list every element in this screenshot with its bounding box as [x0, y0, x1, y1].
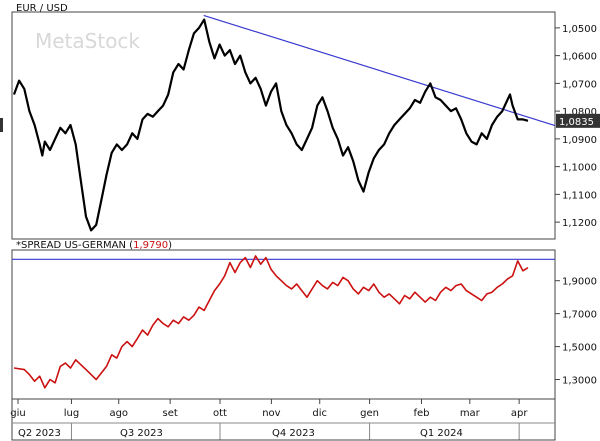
top-ytick-label: 1,1200 [562, 218, 597, 229]
eurusd-trendline [203, 14, 556, 127]
month-label: ago [109, 408, 128, 419]
x-axis-frame [11, 398, 556, 441]
watermark-text: MetaStock [35, 29, 140, 53]
month-label: dic [312, 408, 327, 419]
quarter-label: Q1 2024 [420, 428, 463, 439]
month-label: gen [360, 408, 379, 419]
top-ytick-label: 1,0600 [562, 52, 597, 63]
bottom-panel-frame [11, 249, 556, 400]
bottom-ytick-label: 1,5000 [562, 343, 597, 354]
top-panel-title: EUR / USD [16, 3, 68, 14]
month-label: feb [413, 408, 429, 419]
spread-line [13, 255, 529, 389]
bottom-ytick-label: 1,3000 [562, 376, 597, 387]
last-value-label: 1,0835 [559, 117, 594, 128]
spread-last-value: 1,9790 [133, 240, 168, 251]
top-ytick-label: 1,0500 [562, 24, 597, 35]
quarter-label: Q3 2023 [120, 428, 163, 439]
month-label: mar [460, 408, 481, 419]
bottom-ytick-label: 1,7000 [562, 310, 597, 321]
quarter-label: Q2 2023 [18, 428, 61, 439]
month-label: giu [10, 408, 25, 419]
bottom-ytick-label: 1,9000 [562, 277, 597, 288]
month-label: nov [262, 408, 280, 419]
month-label: set [162, 408, 177, 419]
top-ytick-label: 1,0900 [562, 135, 597, 146]
month-label: apr [511, 408, 528, 419]
month-label: lug [64, 408, 79, 419]
eurusd-line [12, 18, 529, 232]
top-ytick-label: 1,1100 [562, 190, 597, 201]
top-ytick-label: 1,0800 [562, 107, 597, 118]
last-value-box [556, 113, 600, 128]
month-label: ott [213, 408, 227, 419]
top-ytick-label: 1,1000 [562, 163, 597, 174]
left-marker [0, 118, 3, 132]
bottom-panel-title: *SPREAD US-GERMAN (1,9790) [16, 240, 172, 251]
top-ytick-label: 1,0700 [562, 79, 597, 90]
quarter-label: Q4 2023 [272, 428, 315, 439]
